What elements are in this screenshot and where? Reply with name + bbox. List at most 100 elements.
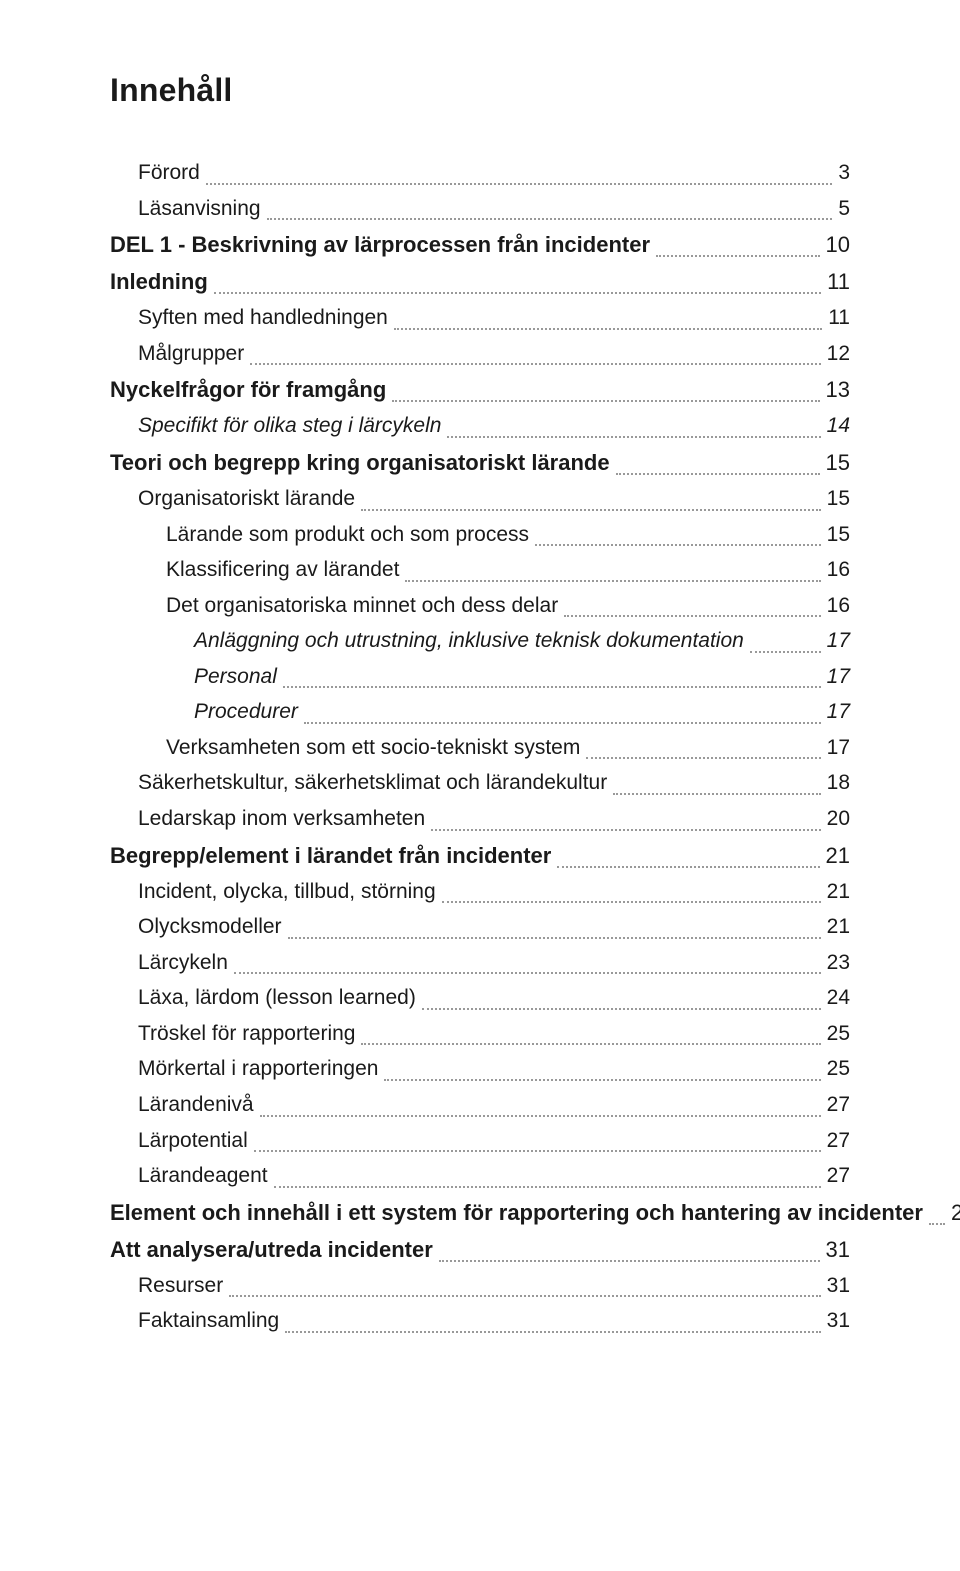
toc-leader-dots <box>206 171 832 185</box>
toc-page-number: 11 <box>827 265 850 299</box>
toc-leader-dots <box>260 1103 821 1117</box>
toc-label: Lärandeagent <box>138 1160 268 1193</box>
toc-page-number: 17 <box>827 696 850 729</box>
toc-page-number: 13 <box>826 373 850 407</box>
toc-page-number: 17 <box>827 661 850 694</box>
toc-label: Lärande som produkt och som process <box>166 519 529 552</box>
toc-leader-dots <box>422 996 821 1010</box>
toc-row: Inledning 11 <box>110 265 850 299</box>
toc-label: Målgrupper <box>138 338 244 371</box>
toc-leader-dots <box>214 280 821 294</box>
toc-leader-dots <box>361 1032 820 1046</box>
toc-page-number: 17 <box>827 625 850 658</box>
toc-leader-dots <box>229 1284 820 1298</box>
toc-leader-dots <box>586 746 820 760</box>
toc-row: Lärandenivå 27 <box>110 1089 850 1122</box>
toc-row: Syften med handledningen11 <box>110 302 850 335</box>
toc-leader-dots <box>361 497 821 511</box>
toc-row: Att analysera/utreda incidenter 31 <box>110 1233 850 1267</box>
toc-leader-dots <box>288 925 821 939</box>
toc-page-number: 29 <box>951 1196 960 1230</box>
toc-page-number: 27 <box>827 1089 850 1122</box>
toc-row: Procedurer 17 <box>110 696 850 729</box>
toc-leader-dots <box>285 1319 820 1333</box>
toc-label: Specifikt för olika steg i lärcykeln <box>138 410 441 443</box>
toc-leader-dots <box>929 1211 945 1225</box>
toc-row: Organisatoriskt lärande15 <box>110 483 850 516</box>
toc-label: Olycksmodeller <box>138 911 282 944</box>
toc-row: Begrepp/element i lärandet från incident… <box>110 839 850 873</box>
toc-leader-dots <box>564 604 820 618</box>
toc-label: Tröskel för rapportering <box>138 1018 355 1051</box>
toc-leader-dots <box>250 352 820 366</box>
toc-label: Förord <box>138 157 200 190</box>
toc-page-number: 27 <box>827 1160 850 1193</box>
toc-page-number: 21 <box>827 911 850 944</box>
toc-label: Syften med handledningen <box>138 302 388 335</box>
toc-page-number: 16 <box>827 590 850 623</box>
toc-row: Läsanvisning 5 <box>110 193 850 226</box>
toc-leader-dots <box>613 781 820 795</box>
toc-row: Förord3 <box>110 157 850 190</box>
toc-page-number: 27 <box>827 1125 850 1158</box>
toc-page-number: 18 <box>827 767 850 800</box>
toc-row: Verksamheten som ett socio-tekniskt syst… <box>110 732 850 765</box>
toc-label: DEL 1 - Beskrivning av lärprocessen från… <box>110 228 650 262</box>
toc-label: Säkerhetskultur, säkerhetsklimat och lär… <box>138 767 607 800</box>
toc-label: Läxa, lärdom (lesson learned) <box>138 982 416 1015</box>
toc-leader-dots <box>304 710 821 724</box>
toc-label: Organisatoriskt lärande <box>138 483 355 516</box>
toc-label: Begrepp/element i lärandet från incident… <box>110 839 551 873</box>
toc-row: Mörkertal i rapporteringen25 <box>110 1053 850 1086</box>
toc-leader-dots <box>394 316 822 330</box>
toc-page-number: 12 <box>827 338 850 371</box>
toc-row: Ledarskap inom verksamheten20 <box>110 803 850 836</box>
toc-page-number: 31 <box>827 1270 850 1303</box>
toc-leader-dots <box>392 388 819 402</box>
toc-page-number: 25 <box>827 1053 850 1086</box>
toc-row: Nyckelfrågor för framgång 13 <box>110 373 850 407</box>
toc-row: Teori och begrepp kring organisatoriskt … <box>110 446 850 480</box>
toc-label: Inledning <box>110 265 208 299</box>
toc-label: Resurser <box>138 1270 223 1303</box>
toc-label: Läsanvisning <box>138 193 261 226</box>
toc-label: Nyckelfrågor för framgång <box>110 373 386 407</box>
toc-label: Procedurer <box>194 696 298 729</box>
toc-row: Lärandeagent 27 <box>110 1160 850 1193</box>
toc-row: Tröskel för rapportering 25 <box>110 1018 850 1051</box>
toc-label: Faktainsamling <box>138 1305 279 1338</box>
toc-page-number: 24 <box>827 982 850 1015</box>
toc-leader-dots <box>439 1248 820 1262</box>
toc-leader-dots <box>442 890 821 904</box>
toc-label: Lärcykeln <box>138 947 228 980</box>
toc-leader-dots <box>535 533 821 547</box>
toc-label: Teori och begrepp kring organisatoriskt … <box>110 446 610 480</box>
toc-page-number: 15 <box>826 446 850 480</box>
toc-leader-dots <box>267 207 833 221</box>
toc-page-number: 10 <box>826 228 850 262</box>
toc-label: Verksamheten som ett socio-tekniskt syst… <box>166 732 580 765</box>
table-of-contents: Förord3Läsanvisning 5 DEL 1 - Beskrivning … <box>110 157 850 1338</box>
toc-leader-dots <box>405 568 820 582</box>
toc-row: Lärande som produkt och som process15 <box>110 519 850 552</box>
toc-leader-dots <box>274 1174 821 1188</box>
toc-row: Säkerhetskultur, säkerhetsklimat och lär… <box>110 767 850 800</box>
toc-leader-dots <box>447 424 820 438</box>
toc-row: Specifikt för olika steg i lärcykeln14 <box>110 410 850 443</box>
toc-label: Ledarskap inom verksamheten <box>138 803 425 836</box>
toc-leader-dots <box>557 854 819 868</box>
toc-label: Att analysera/utreda incidenter <box>110 1233 433 1267</box>
toc-label: Det organisatoriska minnet och dess dela… <box>166 590 558 623</box>
toc-label: Incident, olycka, tillbud, störning <box>138 876 436 909</box>
toc-label: Lärpotential <box>138 1125 248 1158</box>
toc-leader-dots <box>431 817 820 831</box>
toc-label: Lärandenivå <box>138 1089 254 1122</box>
toc-row: Olycksmodeller 21 <box>110 911 850 944</box>
toc-label: Personal <box>194 661 277 694</box>
toc-page-number: 25 <box>827 1018 850 1051</box>
toc-page-number: 31 <box>826 1233 850 1267</box>
toc-row: Klassificering av lärandet16 <box>110 554 850 587</box>
page: Innehåll Förord3Läsanvisning5DEL 1 - Bes… <box>0 0 960 1571</box>
toc-leader-dots <box>656 243 820 257</box>
toc-page-number: 5 <box>838 193 850 226</box>
